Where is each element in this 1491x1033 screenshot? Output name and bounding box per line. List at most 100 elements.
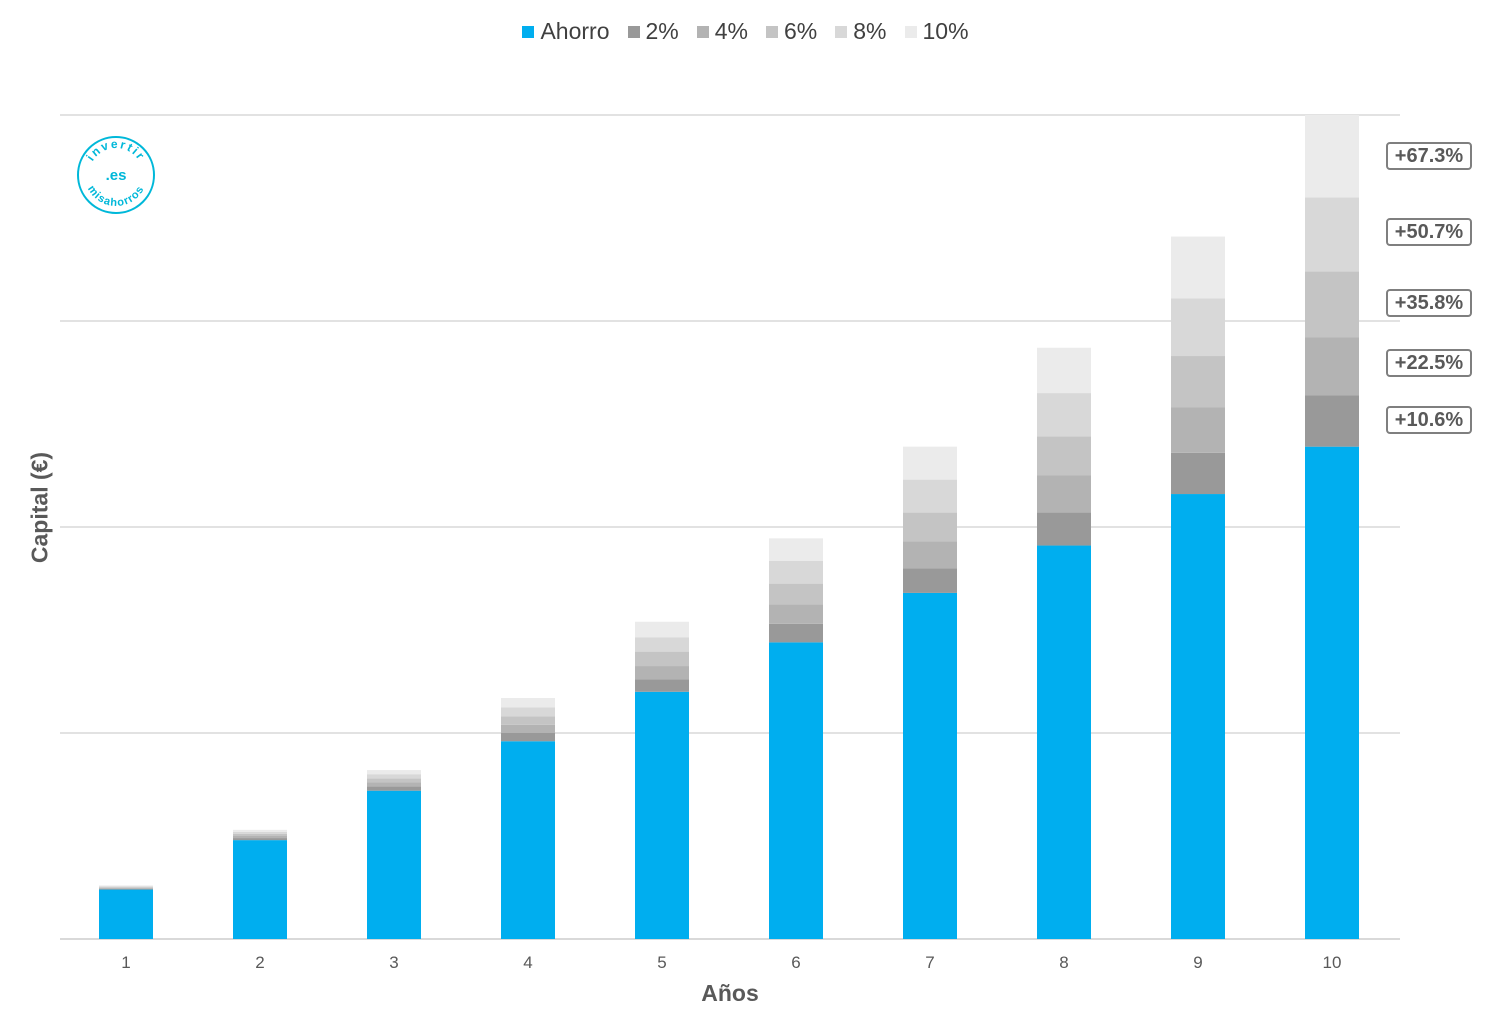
legend-swatch	[696, 25, 709, 38]
logo-top-text: invertir	[83, 137, 146, 163]
bar-segment-10pct-year-9	[1171, 236, 1225, 299]
bar-segment-2pct-year-8	[1037, 512, 1091, 546]
bar-segment-2pct-year-9	[1171, 452, 1225, 495]
legend-label: Ahorro	[540, 18, 610, 44]
bar-segment-10pct-year-5	[635, 621, 689, 638]
bar-segment-10pct-year-2	[233, 829, 287, 832]
legend-swatch	[904, 25, 917, 38]
bar-segment-4pct-year-10	[1305, 337, 1359, 396]
bar-segment-8pct-year-5	[635, 637, 689, 652]
bar-segment-ahorro-year-1	[99, 889, 153, 939]
bar-segment-10pct-year-3	[367, 770, 421, 775]
svg-text:invertir: invertir	[83, 137, 148, 163]
logo-center-text: .es	[106, 167, 127, 184]
bar-segment-8pct-year-6	[769, 560, 823, 584]
bar-segment-4pct-year-3	[367, 782, 421, 787]
x-tick-labels: 1 2 3 4 5 6 7 8 9 10	[121, 953, 1341, 972]
bar-segment-4pct-year-1	[99, 887, 153, 889]
bar-segment-2pct-year-4	[501, 733, 555, 742]
callout-10pct: +67.3%	[1386, 142, 1472, 170]
legend-label: 2%	[645, 18, 679, 44]
legend-item-8pct: 8%	[835, 18, 887, 45]
bar-segment-4pct-year-8	[1037, 475, 1091, 513]
x-tick-label: 2	[255, 953, 264, 972]
bar-segment-4pct-year-5	[635, 666, 689, 680]
bar-segment-10pct-year-7	[903, 446, 957, 480]
legend-swatch	[835, 25, 848, 38]
bar-segment-6pct-year-7	[903, 512, 957, 542]
bar-segment-6pct-year-1	[99, 887, 153, 888]
bar-segment-2pct-year-2	[233, 838, 287, 841]
bar-segment-6pct-year-5	[635, 651, 689, 667]
bar-segment-6pct-year-10	[1305, 271, 1359, 338]
bar-segment-2pct-year-5	[635, 679, 689, 692]
legend-item-ahorro: Ahorro	[522, 18, 610, 45]
bar-segment-8pct-year-4	[501, 707, 555, 717]
callout-6pct: +35.8%	[1386, 289, 1472, 317]
bar-segment-ahorro-year-5	[635, 691, 689, 939]
bar-segment-8pct-year-2	[233, 831, 287, 834]
x-tick-label: 9	[1193, 953, 1202, 972]
bar-segment-ahorro-year-2	[233, 840, 287, 939]
x-tick-label: 1	[121, 953, 130, 972]
bar-segment-2pct-year-10	[1305, 395, 1359, 447]
x-tick-label: 4	[523, 953, 532, 972]
bar-segment-4pct-year-6	[769, 604, 823, 624]
bar-segment-4pct-year-9	[1171, 407, 1225, 453]
bar-segment-ahorro-year-4	[501, 741, 555, 939]
bar-segment-ahorro-year-7	[903, 592, 957, 939]
bar-segment-ahorro-year-6	[769, 642, 823, 939]
legend-swatch	[522, 25, 535, 38]
legend-label: 6%	[784, 18, 818, 44]
bar-segment-8pct-year-1	[99, 886, 153, 888]
bar-segment-6pct-year-6	[769, 583, 823, 605]
bar-segment-2pct-year-1	[99, 888, 153, 890]
bar-segment-8pct-year-3	[367, 774, 421, 779]
bar-segment-8pct-year-10	[1305, 197, 1359, 272]
legend-item-4pct: 4%	[696, 18, 748, 45]
bar-segment-4pct-year-2	[233, 836, 287, 839]
legend-label: 10%	[922, 18, 969, 44]
invertirmisahorros-logo: invertir misahorros .es	[77, 136, 155, 214]
bar-segment-8pct-year-8	[1037, 393, 1091, 437]
bar-segment-6pct-year-8	[1037, 436, 1091, 476]
bar-segment-2pct-year-7	[903, 568, 957, 593]
x-tick-label: 3	[389, 953, 398, 972]
bar-segment-6pct-year-9	[1171, 356, 1225, 408]
legend-label: 4%	[714, 18, 748, 44]
bar-segment-10pct-year-4	[501, 697, 555, 708]
bar-segment-10pct-year-10	[1305, 115, 1359, 198]
legend-swatch	[766, 25, 778, 38]
bar-segment-2pct-year-6	[769, 623, 823, 643]
x-tick-label: 5	[657, 953, 666, 972]
legend-item-6pct: 6%	[766, 18, 817, 45]
y-axis-label: Capital (€)	[26, 451, 53, 564]
bar-segment-10pct-year-6	[769, 538, 823, 561]
bar-segment-8pct-year-7	[903, 479, 957, 513]
legend-item-2pct: 2%	[627, 18, 679, 45]
x-tick-label: 10	[1323, 953, 1342, 972]
bar-segment-6pct-year-3	[367, 778, 421, 783]
bar-segment-2pct-year-3	[367, 786, 421, 791]
bar-segment-6pct-year-4	[501, 716, 555, 725]
bar-segment-4pct-year-4	[501, 724, 555, 733]
x-tick-label: 7	[925, 953, 934, 972]
x-tick-label: 6	[791, 953, 800, 972]
legend-swatch	[627, 25, 640, 38]
legend-item-10pct: 10%	[904, 18, 969, 45]
bar-segment-6pct-year-2	[233, 833, 287, 836]
callout-8pct: +50.7%	[1386, 218, 1472, 246]
bar-segment-ahorro-year-10	[1305, 446, 1359, 939]
callout-4pct: +22.5%	[1386, 349, 1472, 377]
x-axis-label: Años	[701, 980, 759, 1006]
bar-segment-ahorro-year-3	[367, 790, 421, 939]
bar-segment-10pct-year-1	[99, 885, 153, 887]
bar-segment-ahorro-year-9	[1171, 494, 1225, 939]
legend: Ahorro 2% 4% 6% 8% 10%	[0, 18, 1491, 45]
callout-2pct: +10.6%	[1386, 406, 1472, 434]
bar-segment-ahorro-year-8	[1037, 545, 1091, 939]
bar-segment-8pct-year-9	[1171, 298, 1225, 357]
x-tick-label: 8	[1059, 953, 1068, 972]
bar-segment-10pct-year-8	[1037, 347, 1091, 394]
